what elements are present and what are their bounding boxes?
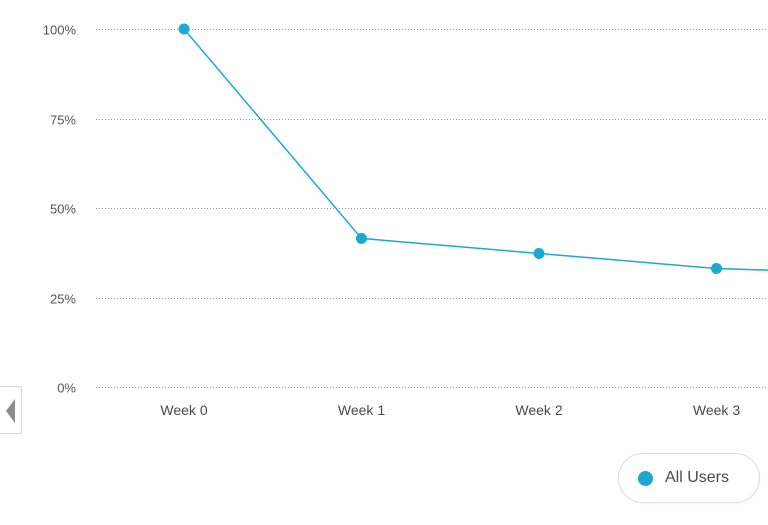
y-axis-ticks: 0% 25% 50% 75% 100%	[43, 23, 77, 396]
x-tick-label: Week 1	[338, 402, 385, 418]
previous-button[interactable]	[0, 386, 22, 434]
series-all-users	[178, 23, 768, 275]
y-tick-label: 50%	[50, 202, 76, 217]
x-tick-label: Week 2	[515, 402, 562, 418]
data-point[interactable]	[178, 23, 190, 35]
data-point[interactable]	[356, 232, 367, 244]
y-tick-label: 25%	[50, 292, 76, 307]
x-tick-label: Week 0	[160, 402, 207, 418]
data-point[interactable]	[533, 247, 545, 259]
chevron-left-icon	[6, 399, 15, 423]
legend-label: All Users	[665, 469, 730, 486]
y-tick-label: 75%	[50, 113, 76, 128]
x-tick-label: Week 3	[693, 402, 740, 418]
y-tick-label: 0%	[57, 381, 76, 396]
series-line	[183, 28, 768, 271]
legend-item-all-users[interactable]: All Users	[618, 453, 760, 503]
legend-swatch	[638, 470, 653, 486]
data-point[interactable]	[711, 263, 722, 275]
y-tick-label: 100%	[43, 23, 77, 38]
grid-lines	[96, 29, 768, 388]
